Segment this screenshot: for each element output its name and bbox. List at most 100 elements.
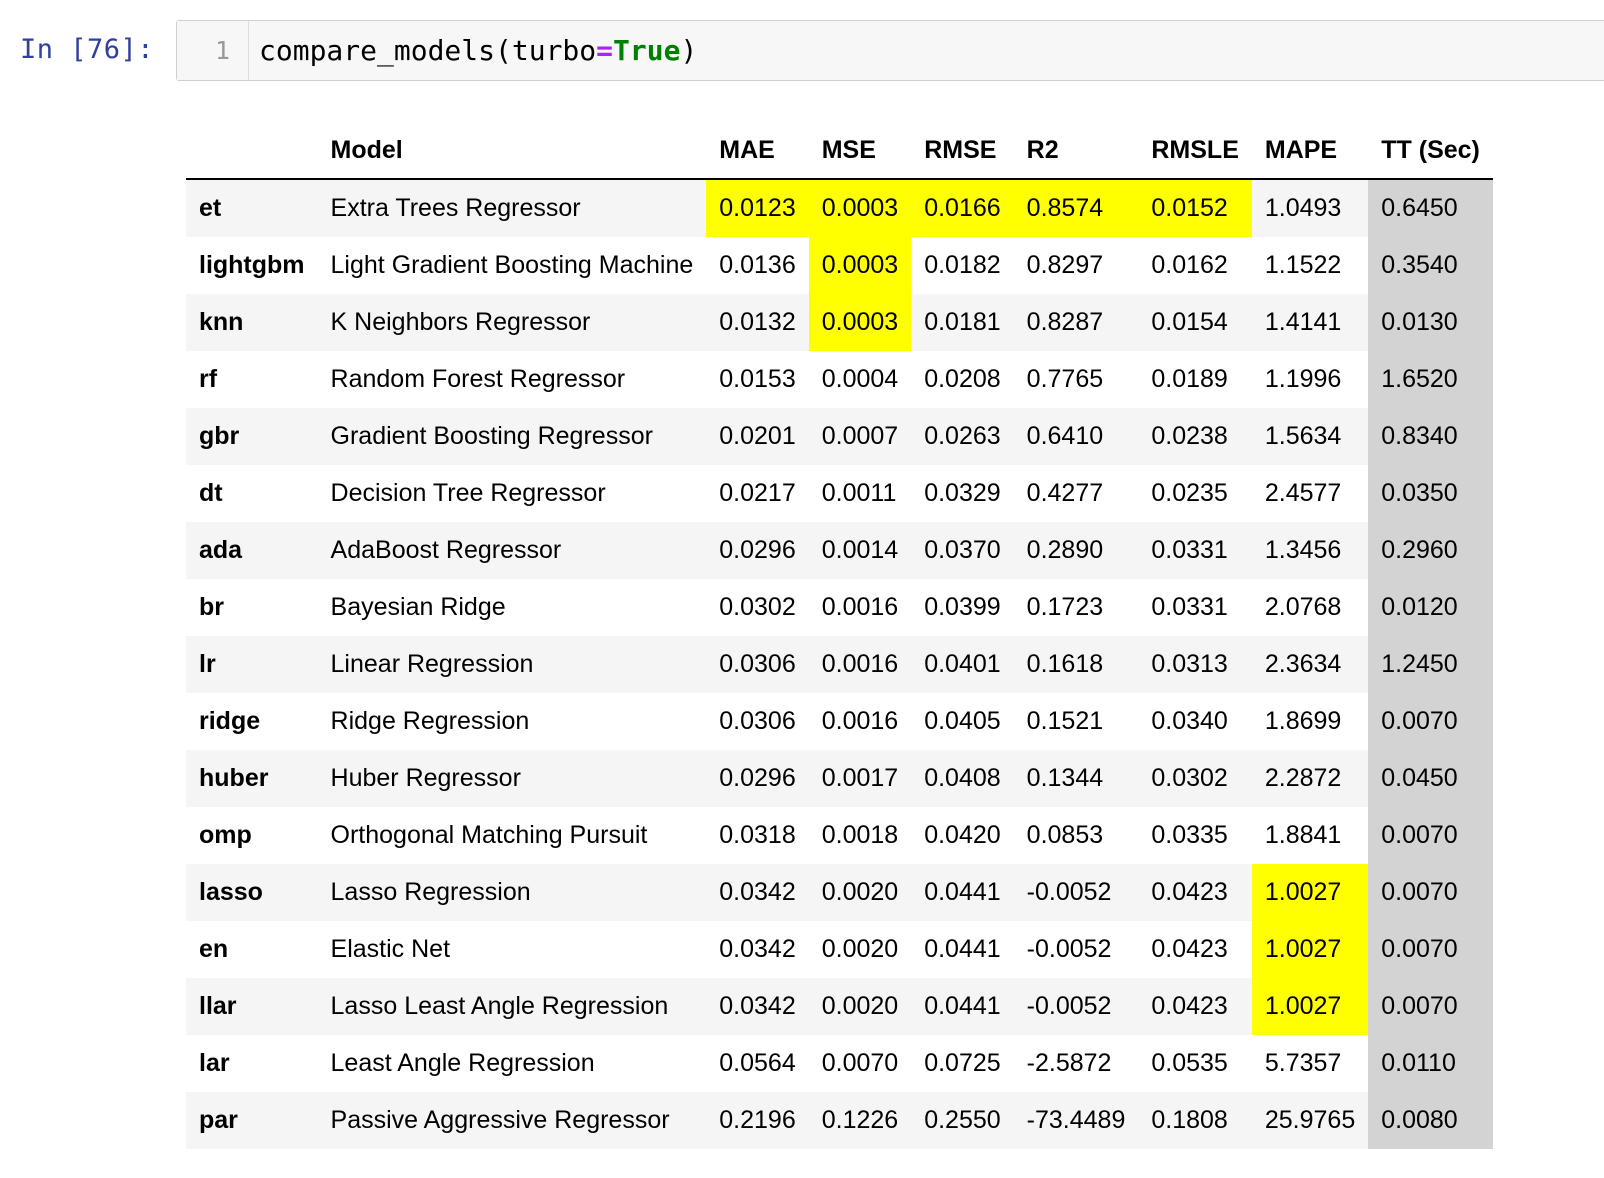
- table-row: lr Linear Regression 0.0306 0.0016 0.0401 0.1…: [186, 636, 1493, 693]
- mae-cell: 0.0342: [706, 978, 809, 1035]
- code-line[interactable]: compare_models(turbo=True): [249, 21, 697, 80]
- table-body: et Extra Trees Regressor 0.0123 0.0003 0.016…: [186, 179, 1493, 1149]
- mae-cell: 0.0306: [706, 693, 809, 750]
- row-index-cell: par: [186, 1092, 318, 1149]
- row-index-cell: omp: [186, 807, 318, 864]
- mape-cell: 1.0027: [1251, 921, 1369, 978]
- line-number: 1: [177, 21, 249, 80]
- mae-cell: 0.2196: [706, 1092, 809, 1149]
- column-header-index: [186, 122, 318, 180]
- code-cell-editor[interactable]: 1 compare_models(turbo=True): [176, 20, 1604, 81]
- mape-cell: 2.4577: [1251, 465, 1369, 522]
- rmsle-cell: 0.0189: [1138, 351, 1252, 408]
- column-header-mse: MSE: [808, 122, 912, 180]
- r2-cell: 0.2890: [1013, 522, 1139, 579]
- model-name-cell: Huber Regressor: [317, 750, 707, 807]
- table-row: dt Decision Tree Regressor 0.0217 0.0011 0.0…: [186, 465, 1493, 522]
- model-name-cell: Bayesian Ridge: [317, 579, 707, 636]
- mae-cell: 0.0296: [706, 750, 809, 807]
- table-row: br Bayesian Ridge 0.0302 0.0016 0.0399 0.1723…: [186, 579, 1493, 636]
- r2-cell: 0.1521: [1013, 693, 1139, 750]
- tt-cell: 0.6450: [1368, 179, 1493, 237]
- rmse-cell: 0.0441: [911, 921, 1014, 978]
- rmsle-cell: 0.0340: [1138, 693, 1252, 750]
- table-row: knn K Neighbors Regressor 0.0132 0.0003 0.01…: [186, 294, 1493, 351]
- rmse-cell: 0.0263: [911, 408, 1014, 465]
- rmsle-cell: 0.0423: [1138, 864, 1252, 921]
- model-name-cell: Lasso Least Angle Regression: [317, 978, 707, 1035]
- model-name-cell: Linear Regression: [317, 636, 707, 693]
- rmsle-cell: 0.0302: [1138, 750, 1252, 807]
- mape-cell: 1.0493: [1251, 179, 1369, 237]
- rmsle-cell: 0.0535: [1138, 1035, 1252, 1092]
- mape-cell: 5.7357: [1251, 1035, 1369, 1092]
- mape-cell: 1.5634: [1251, 408, 1369, 465]
- mse-cell: 0.0003: [808, 294, 912, 351]
- rmsle-cell: 0.0154: [1138, 294, 1252, 351]
- tt-cell: 0.0120: [1368, 579, 1493, 636]
- table-header-row: Model MAE MSE RMSE R2 RMSLE MAPE TT (Sec…: [186, 122, 1493, 180]
- column-header-r2: R2: [1013, 122, 1139, 180]
- mse-cell: 0.0014: [808, 522, 912, 579]
- row-index-cell: ada: [186, 522, 318, 579]
- mape-cell: 2.2872: [1251, 750, 1369, 807]
- table-row: et Extra Trees Regressor 0.0123 0.0003 0.016…: [186, 179, 1493, 237]
- r2-cell: 0.7765: [1013, 351, 1139, 408]
- column-header-mape: MAPE: [1251, 122, 1369, 180]
- model-name-cell: AdaBoost Regressor: [317, 522, 707, 579]
- rmse-cell: 0.0182: [911, 237, 1014, 294]
- r2-cell: 0.1344: [1013, 750, 1139, 807]
- mse-cell: 0.0016: [808, 579, 912, 636]
- r2-cell: 0.1618: [1013, 636, 1139, 693]
- table-row: huber Huber Regressor 0.0296 0.0017 0.0408 0.…: [186, 750, 1493, 807]
- mae-cell: 0.0201: [706, 408, 809, 465]
- mse-cell: 0.0017: [808, 750, 912, 807]
- mape-cell: 1.0027: [1251, 978, 1369, 1035]
- rmse-cell: 0.0441: [911, 864, 1014, 921]
- r2-cell: 0.4277: [1013, 465, 1139, 522]
- mse-cell: 0.0020: [808, 978, 912, 1035]
- row-index-cell: lasso: [186, 864, 318, 921]
- column-header-model: Model: [317, 122, 707, 180]
- mape-cell: 1.3456: [1251, 522, 1369, 579]
- code-operator: =: [596, 34, 614, 67]
- mape-cell: 1.8841: [1251, 807, 1369, 864]
- r2-cell: 0.8287: [1013, 294, 1139, 351]
- table-row: lasso Lasso Regression 0.0342 0.0020 0.0441-…: [186, 864, 1493, 921]
- model-name-cell: Least Angle Regression: [317, 1035, 707, 1092]
- rmse-cell: 0.0370: [911, 522, 1014, 579]
- mape-cell: 1.8699: [1251, 693, 1369, 750]
- rmsle-cell: 0.0152: [1138, 179, 1252, 237]
- tt-cell: 0.0110: [1368, 1035, 1493, 1092]
- model-name-cell: Elastic Net: [317, 921, 707, 978]
- row-index-cell: llar: [186, 978, 318, 1035]
- mape-cell: 25.9765: [1251, 1092, 1369, 1149]
- tt-cell: 1.6520: [1368, 351, 1493, 408]
- table-row: gbr Gradient Boosting Regressor 0.0201 0.00…: [186, 408, 1493, 465]
- row-index-cell: rf: [186, 351, 318, 408]
- model-name-cell: Decision Tree Regressor: [317, 465, 707, 522]
- row-index-cell: et: [186, 179, 318, 237]
- model-name-cell: K Neighbors Regressor: [317, 294, 707, 351]
- mae-cell: 0.0306: [706, 636, 809, 693]
- row-index-cell: lar: [186, 1035, 318, 1092]
- tt-cell: 0.0080: [1368, 1092, 1493, 1149]
- rmsle-cell: 0.0335: [1138, 807, 1252, 864]
- model-name-cell: Passive Aggressive Regressor: [317, 1092, 707, 1149]
- rmsle-cell: 0.0331: [1138, 522, 1252, 579]
- code-keyword: True: [613, 34, 681, 67]
- rmsle-cell: 0.0423: [1138, 978, 1252, 1035]
- code-function-call: compare_models(turbo: [259, 34, 597, 67]
- table-row: omp Orthogonal Matching Pursuit 0.0318 0.00…: [186, 807, 1493, 864]
- mse-cell: 0.1226: [808, 1092, 912, 1149]
- rmse-cell: 0.0725: [911, 1035, 1014, 1092]
- tt-cell: 0.3540: [1368, 237, 1493, 294]
- mae-cell: 0.0132: [706, 294, 809, 351]
- tt-cell: 0.2960: [1368, 522, 1493, 579]
- mape-cell: 1.0027: [1251, 864, 1369, 921]
- table-row: ada AdaBoost Regressor 0.0296 0.0014 0.0370 0…: [186, 522, 1493, 579]
- rmse-cell: 0.0420: [911, 807, 1014, 864]
- mse-cell: 0.0003: [808, 237, 912, 294]
- table-row: lightgbm Light Gradient Boosting Machine 0…: [186, 237, 1493, 294]
- mse-cell: 0.0020: [808, 921, 912, 978]
